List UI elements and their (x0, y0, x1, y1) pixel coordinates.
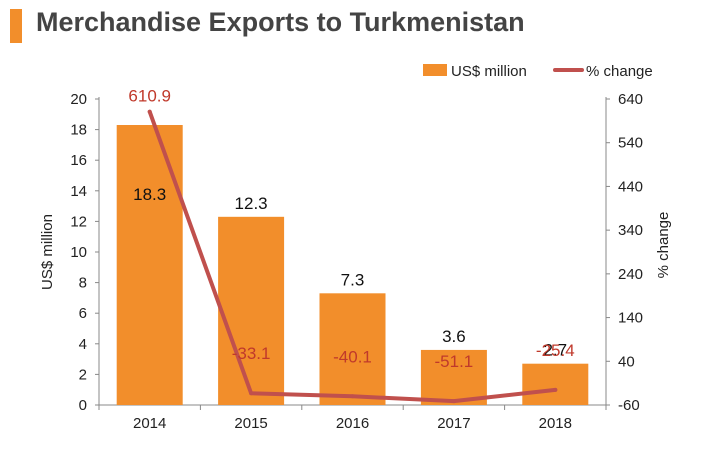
y-tick-label: 0 (79, 397, 87, 414)
y-tick-label: 12 (70, 213, 87, 230)
bar (116, 125, 183, 405)
y2-tick-label: 140 (618, 310, 643, 327)
y2-tick-label: 240 (618, 266, 643, 283)
pct-change-point (553, 387, 558, 392)
bar-value-label: 18.3 (133, 185, 166, 204)
chart-title: Merchandise Exports to Turkmenistan (36, 7, 525, 37)
y-tick-label: 4 (79, 336, 87, 353)
y2-tick-label: -60 (618, 397, 640, 414)
bar (218, 216, 285, 405)
y-tick-label: 2 (79, 366, 87, 383)
y-axis-title: US$ million (39, 214, 56, 290)
pct-value-label: 610.9 (128, 87, 171, 106)
bar-value-label: 3.6 (442, 327, 466, 346)
bar (522, 363, 589, 405)
y-tick-label: 6 (79, 305, 87, 322)
bar (319, 293, 386, 405)
bar-value-label: 7.3 (341, 270, 365, 289)
chart-marks: 0 2 4 6 8 10 12 14 16 18 20 -60 40 140 240 340 440 540 640… (70, 87, 643, 432)
pct-value-label: -51.1 (435, 352, 474, 371)
y2-tick-label: 540 (618, 135, 643, 152)
title-accent-bar (10, 9, 22, 43)
y-tick-label: 18 (70, 122, 87, 139)
legend-label-bars: US$ million (451, 63, 527, 80)
y2-tick-label: 440 (618, 178, 643, 195)
y-tick-label: 20 (70, 91, 87, 108)
bar-value-label: 2.7 (543, 341, 567, 360)
pct-change-point (249, 391, 254, 396)
legend: US$ million % change (423, 63, 653, 80)
pct-value-label: -40.1 (333, 347, 372, 366)
y2-axis-title: % change (655, 212, 672, 279)
pct-value-label: -33.1 (232, 344, 271, 363)
pct-value-label: -25.4 (536, 341, 575, 360)
bar-value-label: 12.3 (235, 194, 268, 213)
x-tick-label: 2017 (437, 415, 470, 432)
y-tick-label: 14 (70, 183, 87, 200)
y2-tick-label: 40 (618, 353, 635, 370)
x-tick-label: 2018 (539, 415, 572, 432)
pct-change-point (350, 394, 355, 399)
x-tick-label: 2014 (133, 415, 166, 432)
legend-label-line: % change (586, 63, 653, 80)
pct-change-point (451, 399, 456, 404)
y2-tick-label: 640 (618, 91, 643, 108)
bar (420, 349, 487, 405)
y2-tick-label: 340 (618, 222, 643, 239)
y-tick-label: 16 (70, 152, 87, 169)
x-tick-label: 2016 (336, 415, 369, 432)
y-tick-label: 10 (70, 244, 87, 261)
x-tick-label: 2015 (234, 415, 267, 432)
pct-change-point (147, 109, 152, 114)
y-tick-label: 8 (79, 275, 87, 292)
legend-swatch-bars (423, 64, 447, 76)
